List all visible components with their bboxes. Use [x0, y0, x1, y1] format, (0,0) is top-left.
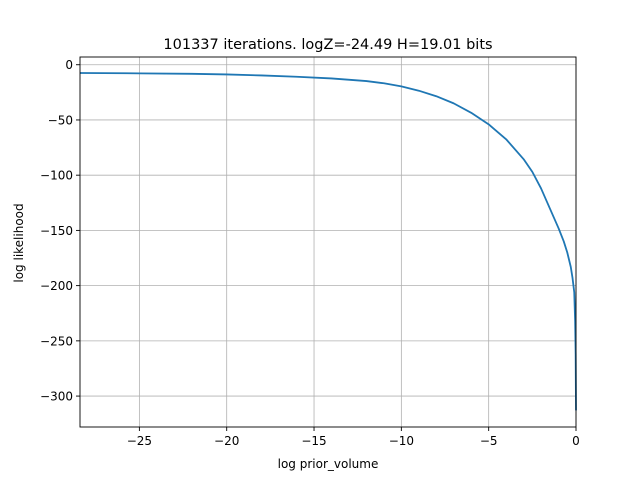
- x-tick-label: −25: [127, 434, 152, 448]
- series-line: [79, 72, 577, 411]
- axes-frame: [79, 56, 577, 428]
- tick-marks: −25 −20 −15 −10 −5 00−50−100−150−200−250−300: [40, 58, 580, 448]
- y-tick-label: −200: [40, 279, 73, 293]
- chart-title: 101337 iterations. logZ=-24.49 H=19.01 b…: [163, 37, 492, 53]
- y-tick-label: 0: [65, 58, 73, 72]
- x-tick-label: −5: [480, 434, 498, 448]
- y-tick-label: −50: [48, 113, 73, 127]
- x-tick-label: −15: [301, 434, 326, 448]
- y-tick-label: −100: [40, 169, 73, 183]
- x-axis-label: log prior_volume: [278, 457, 379, 471]
- y-axis-label: log likelihood: [12, 203, 26, 282]
- axes: [79, 56, 577, 428]
- x-tick-label: −20: [214, 434, 239, 448]
- y-tick-label: −250: [40, 334, 73, 348]
- y-tick-label: −300: [40, 390, 73, 404]
- y-tick-label: −150: [40, 224, 73, 238]
- plot-area: [79, 72, 577, 411]
- x-tick-label: 0: [572, 434, 580, 448]
- x-tick-label: −10: [389, 434, 414, 448]
